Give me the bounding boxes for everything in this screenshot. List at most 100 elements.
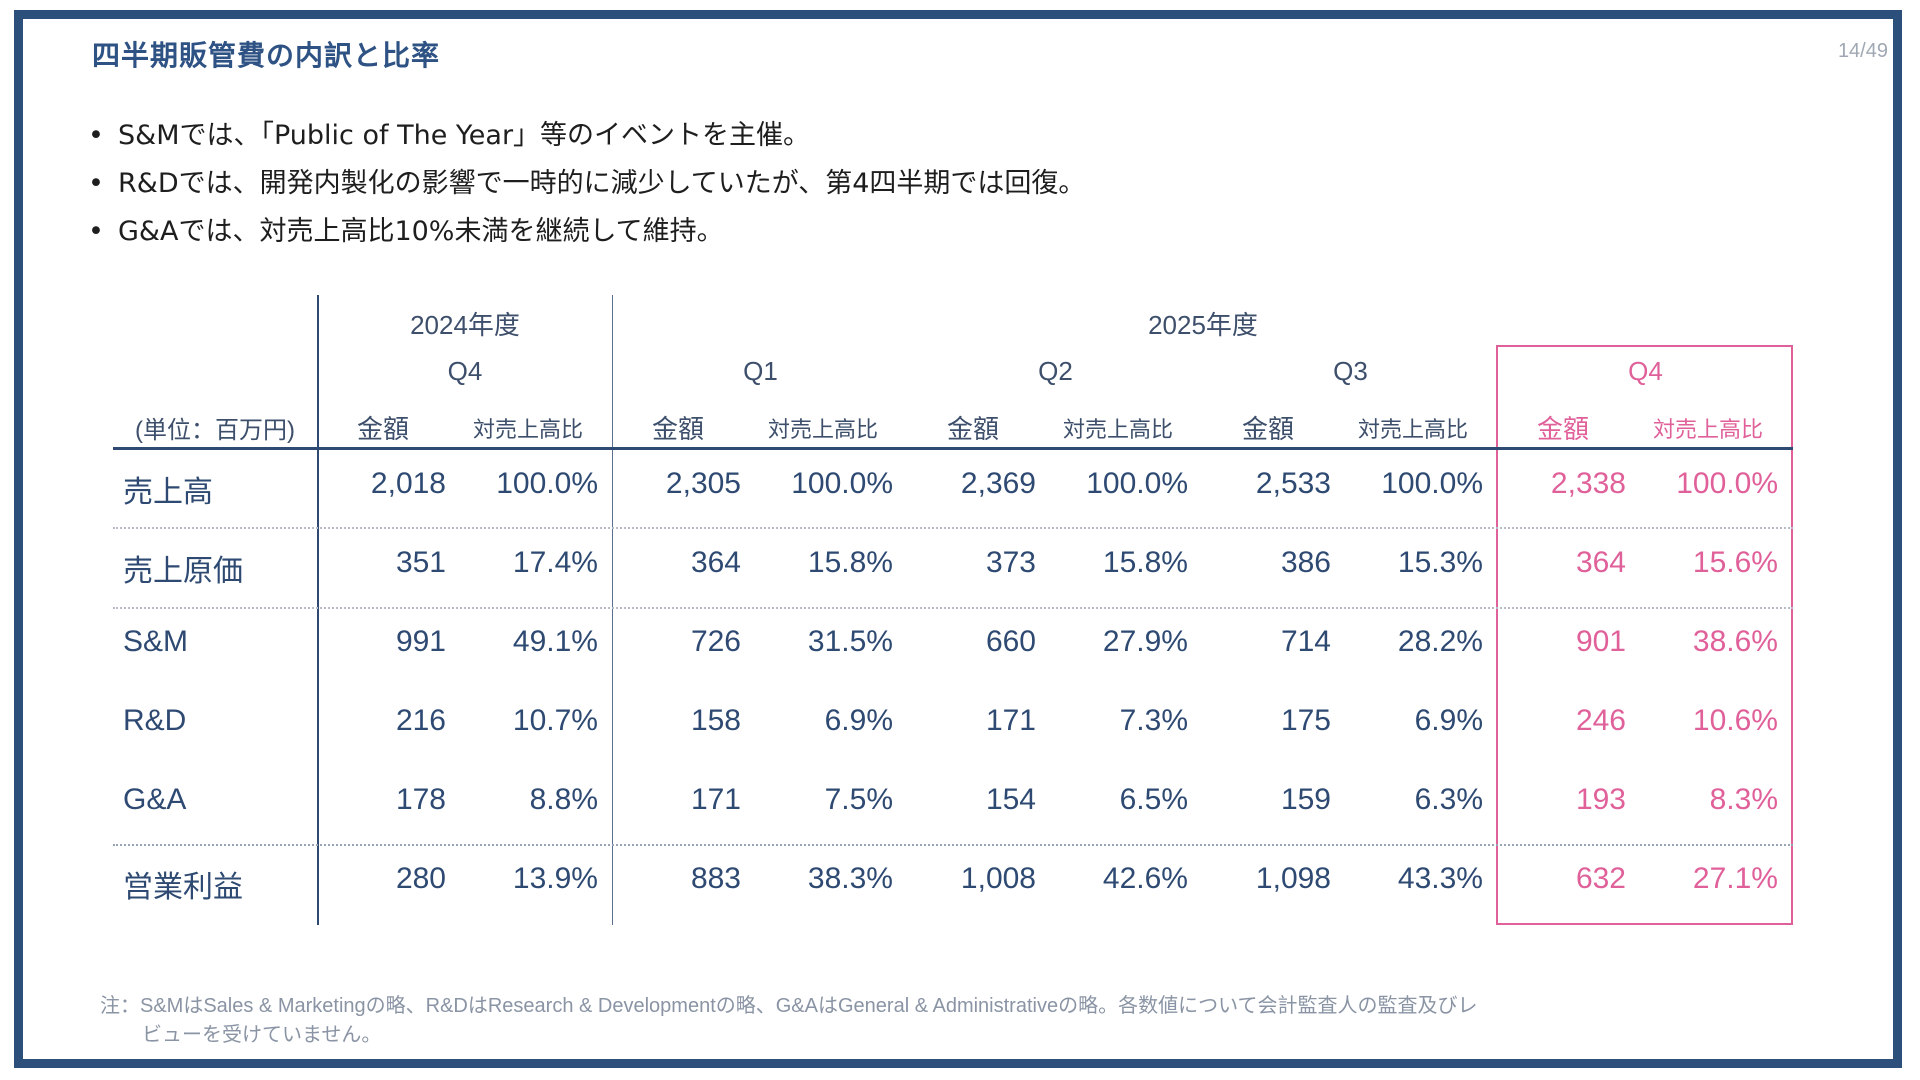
row-label: G&A	[123, 783, 187, 816]
row-label: 売上原価	[123, 555, 243, 588]
footnote: 注：S&MはSales & Marketingの略、R&DはResearch &…	[100, 992, 1478, 1050]
cell-ratio: 15.8%	[807, 546, 893, 579]
cell-amount: 632	[1575, 862, 1626, 895]
cell-amount: 2,369	[960, 467, 1036, 500]
cell-ratio: 15.6%	[1692, 546, 1778, 579]
subheader-ratio: 対売上高比	[1062, 417, 1173, 442]
subheader-amount: 金額	[946, 414, 999, 444]
footnote-line: 注：S&MはSales & Marketingの略、R&DはResearch &…	[100, 995, 1478, 1017]
cell-amount: 660	[985, 625, 1036, 658]
row-label: 営業利益	[123, 871, 243, 904]
subheader-amount: 金額	[356, 414, 409, 444]
cell-ratio: 100.0%	[791, 467, 893, 500]
financial-table: 2024年度 2025年度 Q4 Q1 Q2 Q3 Q4 (単位：百万円) 金額…	[113, 295, 1793, 925]
cell-ratio: 27.1%	[1692, 862, 1778, 895]
cell-amount: 364	[690, 546, 741, 579]
cell-ratio: 31.5%	[807, 625, 893, 658]
cell-amount: 351	[395, 546, 446, 579]
cell-amount: 159	[1280, 783, 1331, 816]
cell-ratio: 43.3%	[1397, 862, 1483, 895]
subheader-ratio: 対売上高比	[767, 417, 878, 442]
cell-amount: 2,533	[1255, 467, 1331, 500]
cell-amount: 1,008	[960, 862, 1036, 895]
cell-ratio: 13.9%	[512, 862, 598, 895]
cell-ratio: 38.6%	[1692, 625, 1778, 658]
cell-amount: 178	[395, 783, 446, 816]
row-divider	[113, 844, 1793, 846]
quarter-header: Q3	[1333, 356, 1368, 386]
cell-amount: 883	[690, 862, 741, 895]
cell-ratio: 6.9%	[1414, 704, 1483, 737]
cell-amount: 280	[395, 862, 446, 895]
cell-ratio: 100.0%	[1086, 467, 1188, 500]
cell-amount: 175	[1280, 704, 1331, 737]
cell-ratio: 10.6%	[1692, 704, 1778, 737]
row-divider	[113, 607, 1793, 609]
cell-amount: 193	[1575, 783, 1626, 816]
divider-vertical	[317, 295, 319, 925]
cell-ratio: 15.3%	[1397, 546, 1483, 579]
row-label: R&D	[123, 704, 187, 737]
bullet-item: R&Dでは、開発内製化の影響で一時的に減少していたが、第4四半期では回復。	[88, 160, 1085, 208]
bullet-item: G&Aでは、対売上高比10%未満を継続して維持。	[88, 208, 1085, 256]
highlight-box-2025-q4	[1496, 345, 1793, 925]
cell-amount: 154	[985, 783, 1036, 816]
cell-ratio: 100.0%	[496, 467, 598, 500]
row-label: S&M	[123, 625, 189, 658]
quarter-header: Q2	[1038, 356, 1073, 386]
quarter-header: Q1	[743, 356, 778, 386]
cell-amount: 714	[1280, 625, 1331, 658]
cell-amount: 991	[395, 625, 446, 658]
subheader-amount: 金額	[1241, 414, 1294, 444]
row-label: 売上高	[123, 476, 213, 509]
unit-label: (単位：百万円)	[135, 417, 295, 444]
cell-ratio: 100.0%	[1381, 467, 1483, 500]
cell-ratio: 49.1%	[512, 625, 598, 658]
header-divider	[113, 447, 1793, 450]
quarter-header: Q4	[447, 356, 483, 386]
bullet-item: S&Mでは、「Public of The Year」等のイベントを主催。	[88, 112, 1085, 160]
subheader-amount: 金額	[651, 414, 704, 444]
cell-ratio: 6.3%	[1414, 783, 1483, 816]
subheader-ratio: 対売上高比	[1357, 417, 1468, 442]
cell-amount: 901	[1575, 625, 1626, 658]
footnote-line: ビューを受けていません。	[142, 1024, 382, 1046]
cell-ratio: 42.6%	[1102, 862, 1188, 895]
cell-ratio: 100.0%	[1676, 467, 1778, 500]
cell-amount: 726	[690, 625, 741, 658]
cell-amount: 2,305	[665, 467, 741, 500]
subheader-ratio: 対売上高比	[472, 417, 583, 442]
row-divider	[113, 527, 1793, 529]
cell-amount: 171	[690, 783, 741, 816]
divider-vertical	[612, 295, 613, 925]
cell-amount: 246	[1575, 704, 1626, 737]
cell-ratio: 38.3%	[807, 862, 893, 895]
year-header: 2025年度	[1148, 310, 1258, 340]
subheader-amount: 金額	[1536, 414, 1589, 444]
cell-amount: 373	[985, 546, 1036, 579]
subheader-ratio: 対売上高比	[1652, 417, 1763, 442]
cell-ratio: 6.9%	[824, 704, 893, 737]
cell-amount: 2,338	[1550, 467, 1626, 500]
cell-amount: 2,018	[370, 467, 446, 500]
cell-amount: 158	[690, 704, 741, 737]
cell-ratio: 28.2%	[1397, 625, 1483, 658]
page-number: 14/49	[1837, 40, 1888, 62]
cell-ratio: 7.3%	[1119, 704, 1188, 737]
cell-ratio: 15.8%	[1102, 546, 1188, 579]
year-header: 2024年度	[410, 310, 520, 340]
cell-amount: 216	[395, 704, 446, 737]
cell-ratio: 17.4%	[512, 546, 598, 579]
cell-ratio: 6.5%	[1119, 783, 1188, 816]
slide-title: 四半期販管費の内訳と比率	[92, 39, 441, 72]
cell-amount: 386	[1280, 546, 1331, 579]
cell-amount: 364	[1575, 546, 1626, 579]
cell-ratio: 27.9%	[1102, 625, 1188, 658]
cell-ratio: 10.7%	[512, 704, 598, 737]
cell-amount: 171	[985, 704, 1036, 737]
cell-ratio: 7.5%	[824, 783, 893, 816]
quarter-header: Q4	[1628, 356, 1663, 386]
cell-ratio: 8.8%	[529, 783, 598, 816]
cell-ratio: 8.3%	[1709, 783, 1778, 816]
bullet-list: S&Mでは、「Public of The Year」等のイベントを主催。 R&D…	[88, 112, 1085, 256]
